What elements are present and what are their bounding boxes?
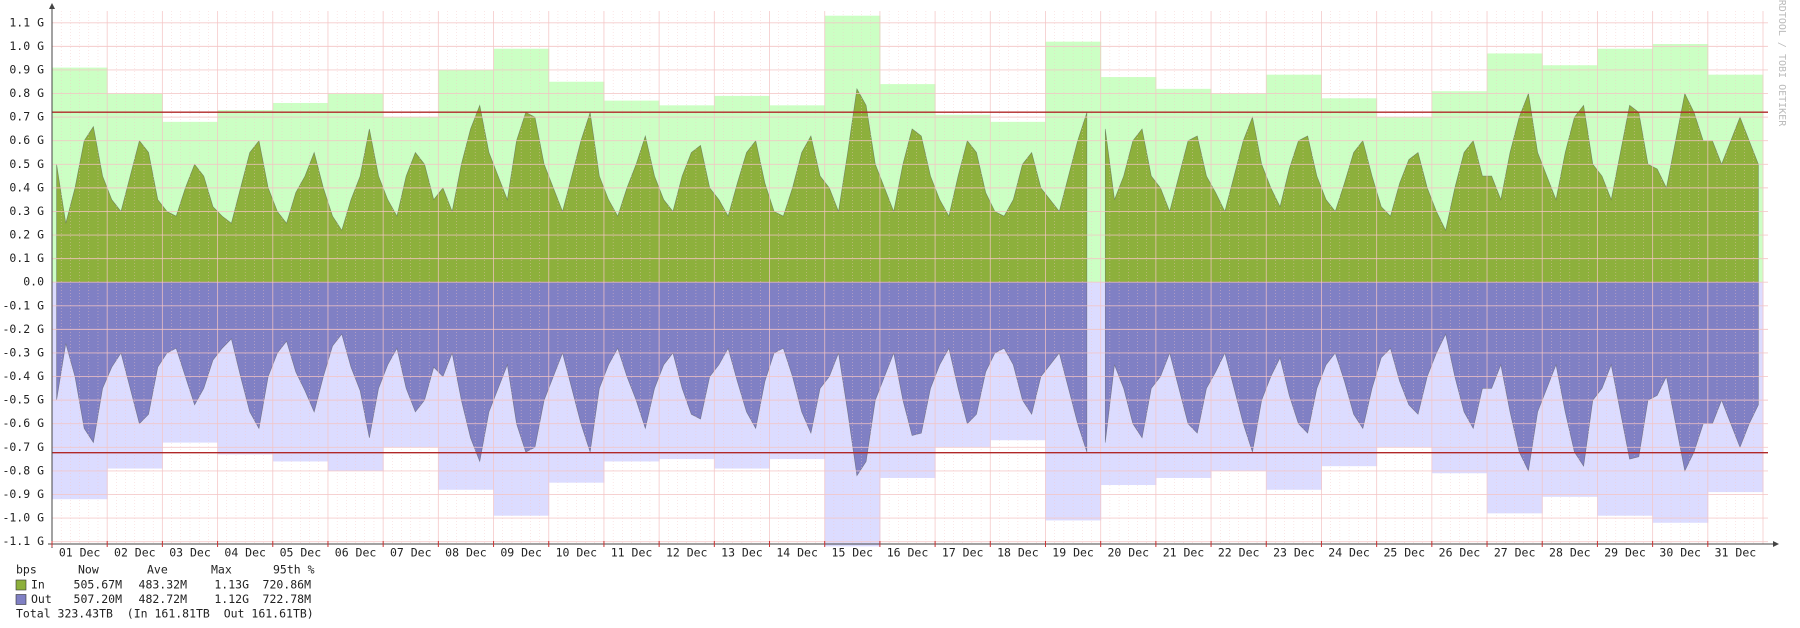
- legend-total: Total 323.43TB (In 161.81TB Out 161.61TB…: [16, 607, 314, 621]
- x-tick-label: 22 Dec: [1218, 546, 1260, 560]
- x-tick-label: 05 Dec: [280, 546, 322, 560]
- x-tick-label: 18 Dec: [997, 546, 1039, 560]
- legend-header: Max: [211, 563, 232, 577]
- legend-value: 482.72M: [139, 592, 188, 606]
- legend-value: 720.86M: [263, 578, 312, 592]
- y-tick-label: -0.3 G: [2, 345, 44, 359]
- legend-label: In: [31, 578, 45, 592]
- y-tick-label: -0.9 G: [2, 487, 44, 501]
- legend-value: 505.67M: [74, 578, 123, 592]
- y-tick-label: -0.7 G: [2, 440, 44, 454]
- x-tick-label: 29 Dec: [1604, 546, 1646, 560]
- legend-value: 483.32M: [139, 578, 188, 592]
- y-tick-label: 0.8 G: [9, 86, 44, 100]
- x-tick-label: 23 Dec: [1273, 546, 1315, 560]
- y-tick-label: 1.1 G: [9, 15, 44, 29]
- legend-header: bps: [16, 563, 37, 577]
- x-tick-label: 24 Dec: [1328, 546, 1370, 560]
- y-tick-label: 0.3 G: [9, 204, 44, 218]
- legend-swatch: [15, 579, 27, 591]
- y-tick-label: 1.0 G: [9, 39, 44, 53]
- x-tick-label: 25 Dec: [1383, 546, 1425, 560]
- x-tick-label: 11 Dec: [611, 546, 653, 560]
- legend-label: Out: [31, 592, 52, 606]
- y-tick-label: 0.0: [23, 275, 44, 289]
- legend-value: 1.13G: [214, 578, 249, 592]
- y-axis-arrow: [49, 3, 55, 9]
- y-tick-label: 0.5 G: [9, 157, 44, 171]
- legend-value: 1.12G: [214, 592, 249, 606]
- legend-value: 507.20M: [74, 592, 123, 606]
- y-tick-label: 0.9 G: [9, 62, 44, 76]
- x-tick-label: 14 Dec: [776, 546, 818, 560]
- y-tick-label: -0.2 G: [2, 322, 44, 336]
- x-tick-label: 04 Dec: [224, 546, 266, 560]
- y-tick-label: -1.1 G: [2, 534, 44, 548]
- x-tick-label: 28 Dec: [1549, 546, 1591, 560]
- legend-value: 722.78M: [263, 592, 312, 606]
- legend-swatch: [15, 594, 27, 605]
- x-tick-label: 03 Dec: [169, 546, 211, 560]
- legend-header: 95th %: [273, 563, 315, 577]
- traffic-area: [56, 281, 1088, 477]
- y-tick-label: -0.4 G: [2, 369, 44, 383]
- watermark: RRDTOOL / TOBI OETIKER: [1776, 0, 1787, 127]
- y-tick-label: -0.8 G: [2, 463, 44, 477]
- y-tick-label: 0.1 G: [9, 251, 44, 265]
- x-tick-label: 27 Dec: [1494, 546, 1536, 560]
- x-axis-arrow: [1773, 541, 1779, 547]
- x-tick-label: 10 Dec: [556, 546, 598, 560]
- x-tick-label: 30 Dec: [1659, 546, 1701, 560]
- y-tick-label: -0.6 G: [2, 416, 44, 430]
- x-tick-label: 15 Dec: [832, 546, 874, 560]
- x-tick-label: 02 Dec: [114, 546, 156, 560]
- y-tick-label: 0.7 G: [9, 110, 44, 124]
- x-tick-label: 08 Dec: [445, 546, 487, 560]
- legend-header: Now: [78, 563, 99, 577]
- y-tick-label: 0.2 G: [9, 228, 44, 242]
- x-tick-label: 21 Dec: [1163, 546, 1205, 560]
- y-tick-label: -1.0 G: [2, 511, 44, 525]
- y-tick-label: -0.1 G: [2, 298, 44, 312]
- x-tick-label: 09 Dec: [500, 546, 542, 560]
- y-tick-label: -0.5 G: [2, 393, 44, 407]
- x-tick-label: 06 Dec: [335, 546, 377, 560]
- y-tick-label: 0.6 G: [9, 133, 44, 147]
- x-tick-label: 16 Dec: [887, 546, 929, 560]
- x-tick-label: 01 Dec: [59, 546, 101, 560]
- x-tick-label: 17 Dec: [942, 546, 984, 560]
- x-tick-label: 20 Dec: [1108, 546, 1150, 560]
- x-tick-label: 31 Dec: [1715, 546, 1757, 560]
- x-tick-label: 12 Dec: [666, 546, 708, 560]
- x-tick-label: 19 Dec: [1052, 546, 1094, 560]
- x-tick-label: 07 Dec: [390, 546, 432, 560]
- legend-header: Ave: [147, 563, 168, 577]
- y-tick-label: 0.4 G: [9, 180, 44, 194]
- x-tick-label: 26 Dec: [1439, 546, 1481, 560]
- x-tick-label: 13 Dec: [721, 546, 763, 560]
